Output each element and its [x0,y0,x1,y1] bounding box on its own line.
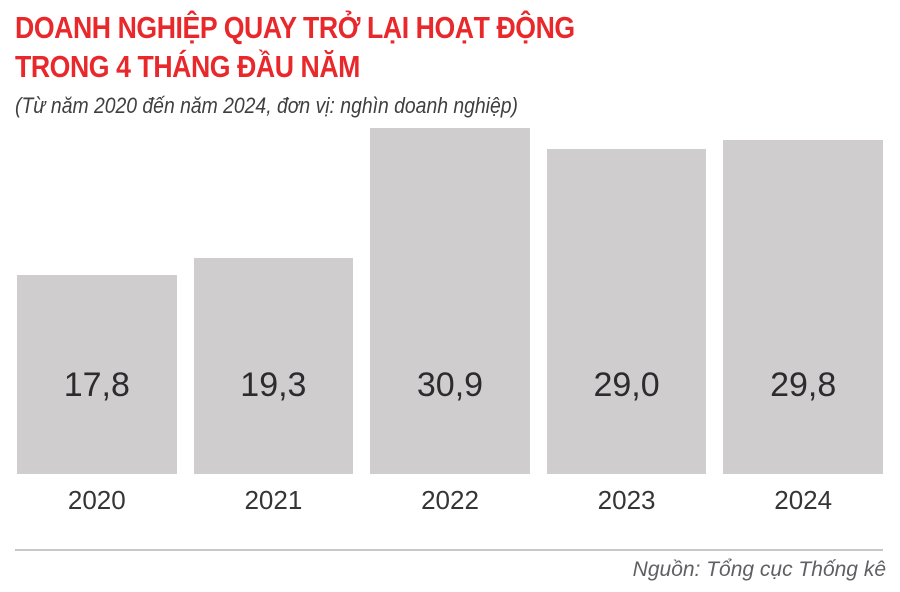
footer-divider [15,549,883,551]
bar: 19,3 [193,258,354,474]
bar-track: 29,8 [723,120,883,474]
bar-group: 19,3 2021 [193,120,354,515]
source-credit: Nguồn: Tổng cục Thống kê [632,558,886,581]
bar-category-label: 2021 [244,485,303,515]
bar-track: 29,0 [546,120,707,474]
bar-group: 29,0 2023 [546,120,707,515]
bar-value-label: 30,9 [416,366,484,404]
bar-chart: 17,8 2020 19,3 2021 30,9 2022 29,0 2023 29,8 2024 [17,120,883,513]
bar-category-label: 2020 [67,485,126,515]
bar-category-label: 2024 [774,485,833,515]
bar: 29,8 [723,140,883,474]
bar-group: 17,8 2020 [17,120,177,513]
bar-value-label: 17,8 [63,366,130,404]
bar-category-label: 2023 [597,485,656,515]
bar-group: 30,9 2022 [370,120,530,513]
chart-header: DOANH NGHIỆP QUAY TRỞ LẠI HOẠT ĐỘNG TRON… [15,8,885,119]
bar-track: 17,8 [17,120,177,474]
bar-value-label: 29,8 [770,366,837,404]
bar-track: 30,9 [370,120,530,474]
bar: 29,0 [546,149,707,474]
page-title-line-1: DOANH NGHIỆP QUAY TRỞ LẠI HOẠT ĐỘNG [15,10,575,45]
bar: 30,9 [370,128,530,474]
page-title: DOANH NGHIỆP QUAY TRỞ LẠI HOẠT ĐỘNG TRON… [15,8,763,86]
bar-track: 19,3 [193,120,354,474]
bar-value-label: 19,3 [240,366,307,404]
page-title-line-2: TRONG 4 THÁNG ĐẦU NĂM [15,49,360,84]
bar-value-label: 29,0 [593,366,660,404]
bar-category-label: 2022 [421,485,479,515]
bar-group: 29,8 2024 [723,120,883,513]
bar: 17,8 [17,275,177,474]
chart-subtitle: (Từ năm 2020 đến năm 2024, đơn vị: nghìn… [15,93,518,118]
